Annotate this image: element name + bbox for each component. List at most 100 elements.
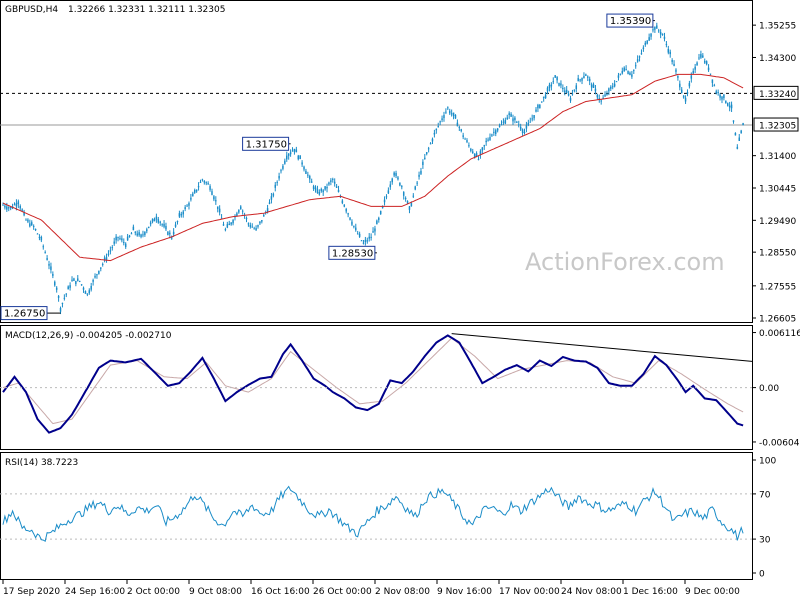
candle-body bbox=[59, 308, 62, 312]
candle-body bbox=[707, 67, 710, 71]
candle-body bbox=[98, 270, 100, 274]
candle-body bbox=[347, 213, 349, 215]
candle-body bbox=[184, 207, 186, 209]
candle-body bbox=[600, 100, 602, 102]
candle-body bbox=[425, 152, 428, 154]
candle-body bbox=[332, 178, 334, 180]
candle-body bbox=[128, 235, 131, 237]
candle-body bbox=[303, 166, 305, 170]
candle-body bbox=[393, 172, 395, 176]
candle-body bbox=[640, 53, 643, 55]
candle-body bbox=[228, 223, 230, 226]
candle-body bbox=[157, 219, 160, 223]
candle-body bbox=[489, 137, 491, 141]
candle-body bbox=[383, 199, 386, 203]
candle-body bbox=[569, 98, 572, 101]
candle-body bbox=[213, 196, 215, 200]
candle-body bbox=[316, 189, 319, 193]
candle-body bbox=[257, 225, 259, 227]
price-header-symbol: GBPUSD,H4 bbox=[5, 5, 58, 15]
candle-body bbox=[372, 231, 374, 233]
candle-body bbox=[611, 86, 614, 88]
candle-body bbox=[320, 188, 323, 192]
candle-body bbox=[192, 193, 194, 197]
candle-body bbox=[23, 211, 25, 216]
candle-body bbox=[96, 274, 98, 276]
candle-body bbox=[159, 221, 161, 223]
candle-body bbox=[412, 195, 415, 197]
candle-body bbox=[675, 69, 677, 72]
candle-body bbox=[21, 209, 23, 211]
candle-body bbox=[715, 91, 717, 94]
candle-body bbox=[548, 84, 551, 88]
candle-body bbox=[4, 205, 6, 208]
candle-body bbox=[238, 209, 240, 213]
candle-body bbox=[103, 257, 106, 261]
candle-body bbox=[136, 233, 138, 236]
annotation-label: 1.28530 bbox=[332, 248, 373, 259]
candle-body bbox=[203, 181, 206, 183]
candle-body bbox=[44, 252, 46, 254]
candle-body bbox=[631, 74, 633, 77]
candle-body bbox=[502, 121, 505, 123]
x-tick-label: 2 Nov 08:00 bbox=[375, 587, 430, 597]
candle-body bbox=[483, 145, 485, 147]
candle-body bbox=[169, 232, 171, 235]
candle-body bbox=[165, 225, 167, 230]
candle-body bbox=[613, 83, 616, 87]
price-level-label: 1.33240 bbox=[759, 90, 796, 100]
price-tick-label: 1.31400 bbox=[759, 152, 796, 162]
candle-body bbox=[726, 103, 729, 106]
candle-body bbox=[124, 243, 127, 248]
candle-body bbox=[665, 43, 668, 45]
candle-body bbox=[38, 236, 41, 238]
candle-body bbox=[140, 234, 142, 237]
price-tick-label: 1.29490 bbox=[759, 217, 796, 227]
candle-body bbox=[172, 231, 175, 235]
candle-body bbox=[705, 61, 708, 65]
candle-body bbox=[253, 228, 255, 230]
candle-body bbox=[211, 191, 213, 195]
candle-body bbox=[215, 200, 217, 202]
candle-body bbox=[504, 120, 507, 124]
candle-body bbox=[274, 184, 277, 188]
candle-body bbox=[431, 138, 434, 142]
candle-body bbox=[270, 196, 273, 200]
candle-body bbox=[287, 153, 290, 156]
macd-trendline bbox=[451, 333, 753, 362]
candle-body bbox=[75, 280, 77, 285]
candle-body bbox=[437, 125, 439, 127]
macd-tick-label: 0.00 bbox=[759, 384, 779, 394]
candle-body bbox=[686, 92, 689, 94]
ma-line bbox=[2, 73, 744, 262]
candle-body bbox=[276, 181, 278, 183]
candle-body bbox=[230, 222, 232, 225]
candle-body bbox=[521, 129, 524, 134]
candle-body bbox=[259, 221, 261, 224]
candle-body bbox=[581, 77, 583, 81]
candle-body bbox=[284, 160, 286, 164]
candle-body bbox=[464, 138, 466, 140]
candle-body bbox=[719, 94, 721, 98]
candle-body bbox=[723, 94, 725, 99]
candle-body bbox=[738, 137, 740, 141]
candle-body bbox=[450, 113, 453, 115]
candle-body bbox=[138, 232, 140, 236]
candle-body bbox=[241, 210, 244, 212]
candle-body bbox=[399, 182, 401, 186]
candle-body bbox=[32, 225, 35, 227]
rsi-line bbox=[2, 485, 744, 542]
candle-body bbox=[401, 186, 403, 188]
candle-body bbox=[17, 201, 20, 205]
candle-body bbox=[659, 32, 662, 35]
candle-body bbox=[343, 204, 346, 207]
candle-body bbox=[155, 216, 158, 220]
candle-body bbox=[592, 84, 595, 88]
candle-body bbox=[134, 231, 137, 233]
candle-body bbox=[525, 125, 528, 129]
candle-body bbox=[608, 88, 610, 92]
candle-body bbox=[564, 90, 566, 93]
price-level-label: 1.32305 bbox=[759, 122, 796, 132]
x-tick-label: 9 Nov 16:00 bbox=[437, 587, 492, 597]
candle-body bbox=[638, 56, 641, 58]
